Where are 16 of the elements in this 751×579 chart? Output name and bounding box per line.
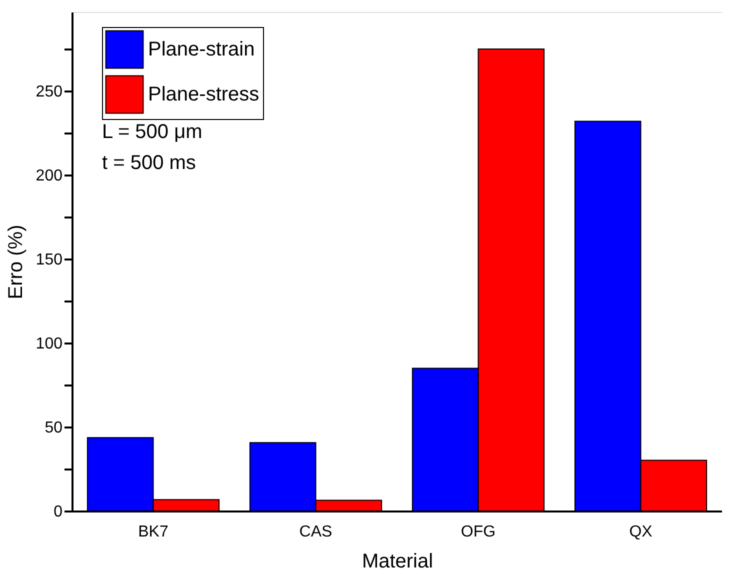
legend-label: Plane-stress [148, 84, 260, 106]
y-tick-label: 250 [36, 83, 63, 100]
y-axis-title: Erro (%) [4, 224, 27, 300]
x-axis-title: Material [362, 550, 434, 572]
annotation: L = 500 μm [102, 121, 202, 143]
legend-label: Plane-strain [148, 38, 255, 60]
y-tick-label: 200 [36, 167, 63, 184]
x-tick-label: BK7 [138, 524, 168, 540]
annotation: t = 500 ms [102, 152, 196, 174]
x-tick-label: CAS [299, 524, 332, 540]
y-tick-label: 100 [36, 335, 63, 352]
x-tick-label: OFG [460, 524, 496, 540]
y-tick-label: 50 [44, 419, 63, 436]
y-tick-label: 0 [54, 504, 63, 520]
x-tick-label: QX [629, 524, 653, 540]
y-tick-label: 150 [36, 251, 63, 268]
